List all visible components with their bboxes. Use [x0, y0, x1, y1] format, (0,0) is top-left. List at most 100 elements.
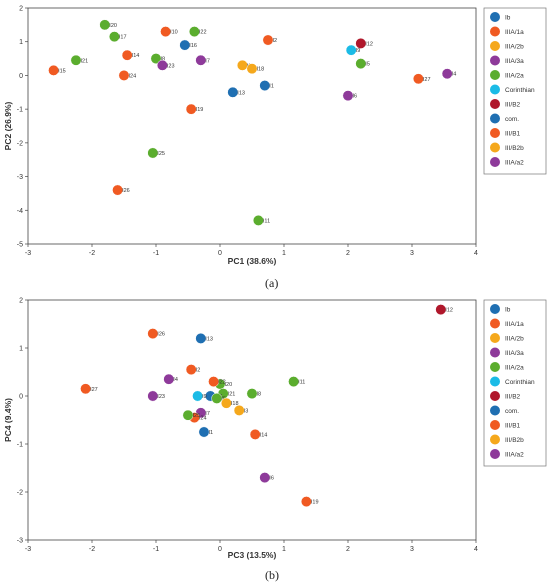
x-axis-label: PC1 (38.6%) [228, 256, 277, 266]
point-label: I11 [298, 380, 305, 386]
point-label: I5 [365, 62, 370, 68]
data-point [300, 496, 312, 508]
point-label: I24 [199, 416, 207, 422]
caption-a: (a) [265, 276, 279, 290]
data-point [342, 90, 354, 102]
legend-marker [490, 449, 500, 459]
x-tick-label: -3 [25, 546, 31, 553]
point-label: I18 [257, 67, 265, 73]
legend-entry: IIIA/1a [505, 29, 524, 36]
point-label: I8 [257, 392, 262, 398]
point-label: I12 [445, 308, 453, 314]
legend-marker [490, 113, 500, 124]
data-point [147, 147, 159, 159]
data-point [259, 472, 271, 484]
legend-marker [490, 157, 500, 167]
data-point [185, 103, 197, 115]
data-point [441, 68, 453, 80]
point-label: I23 [157, 394, 165, 400]
x-tick-label: 4 [474, 546, 478, 553]
legend-entry: III/B2 [505, 393, 521, 400]
x-tick-label: -3 [25, 250, 31, 257]
legend-marker [490, 55, 500, 66]
data-point [233, 404, 245, 416]
point-label: I25 [157, 151, 165, 157]
legend-marker [490, 84, 500, 95]
data-point [192, 390, 204, 402]
data-point [208, 376, 220, 388]
point-label: I14 [260, 432, 268, 438]
point-label: I17 [119, 35, 127, 41]
data-point [288, 376, 300, 388]
plot-frame [27, 299, 477, 541]
legend-entry: III/B2 [505, 101, 521, 108]
legend-entry: com. [505, 408, 519, 415]
point-label: I7 [205, 411, 210, 417]
x-tick-label: 2 [346, 546, 350, 553]
legend-entry: IIIA/2b [505, 43, 524, 50]
y-axis-label: PC2 (26.9%) [3, 102, 13, 151]
point-label: I2 [273, 38, 278, 44]
data-point [236, 59, 248, 71]
data-point [185, 364, 197, 376]
x-axis-label: PC3 (13.5%) [228, 550, 277, 560]
point-label: I19 [196, 107, 204, 113]
data-point [147, 328, 159, 340]
point-label: I14 [132, 53, 140, 59]
point-label: I22 [199, 30, 207, 36]
data-point [355, 37, 367, 49]
y-axis-label: PC4 (9.4%) [3, 398, 13, 442]
legend-entry: IIIA/a2 [505, 159, 524, 166]
y-tick-label: 2 [19, 298, 23, 305]
legend-marker [490, 347, 500, 358]
legend-entry: Ib [505, 14, 511, 21]
legend-marker [490, 391, 500, 401]
data-point [108, 31, 120, 43]
legend-marker [490, 41, 500, 51]
legend-entry: Corinthian [505, 379, 535, 386]
data-point [156, 59, 168, 71]
legend-marker [490, 434, 500, 445]
point-label: I19 [311, 500, 319, 506]
legend-marker [490, 128, 500, 138]
point-label: I21 [228, 392, 236, 398]
data-point [195, 54, 207, 66]
point-label: I24 [129, 73, 137, 79]
data-point [198, 426, 210, 438]
point-label: I27 [423, 77, 431, 83]
data-point [220, 397, 232, 409]
x-tick-label: 4 [474, 250, 478, 257]
point-label: I6 [353, 94, 358, 100]
pca-plot-b: -3 -2 -1 0 1 2 3 4 2 1 0 -1 -2 -3 PC3 (13.5%) PC4 (9.4%… [3, 298, 547, 560]
legend-entry: IIIA/2a [505, 364, 524, 371]
x-tick-label: 1 [282, 546, 286, 553]
point-label: I1 [209, 430, 214, 436]
point-label: I26 [122, 188, 130, 194]
point-label: I11 [263, 218, 270, 224]
x-tick-label: 0 [218, 546, 222, 553]
data-point [80, 383, 92, 395]
data-point [150, 53, 162, 65]
data-point [355, 58, 367, 70]
legend-entry: com. [505, 116, 519, 123]
legend-marker [490, 26, 500, 37]
y-tick-label: -2 [17, 140, 23, 147]
data-point [70, 54, 82, 66]
point-label: I20 [225, 382, 233, 388]
legend-entry: III/B2b [505, 145, 524, 152]
y-tick-label: 1 [19, 39, 23, 46]
x-tick-label: 0 [218, 250, 222, 257]
point-label: I16 [189, 43, 197, 49]
data-point [246, 388, 258, 400]
data-point [195, 332, 207, 344]
point-label: I1 [269, 84, 274, 90]
x-tick-label: 1 [282, 250, 286, 257]
point-label: I25 [193, 413, 201, 419]
y-tick-label: -3 [17, 174, 23, 181]
point-label: I9 [356, 48, 361, 54]
legend-marker [490, 12, 500, 22]
legend-entry: III/B2b [505, 437, 524, 444]
data-point [412, 73, 424, 85]
data-point [121, 49, 133, 61]
